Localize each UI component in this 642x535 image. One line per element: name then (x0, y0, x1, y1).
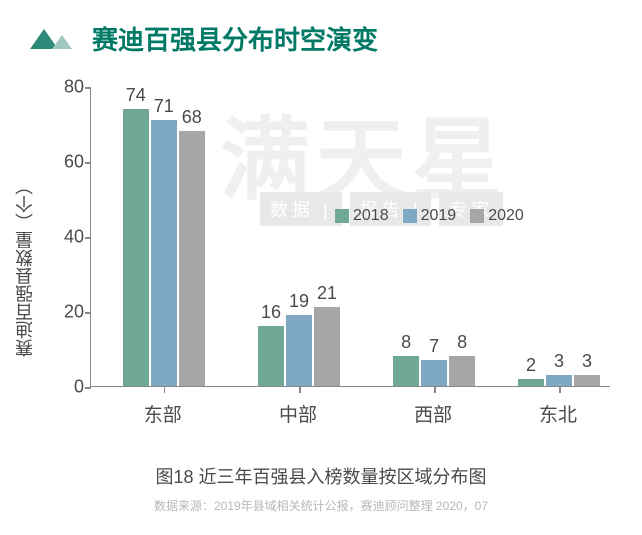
data-source: 数据来源：2019年县域相关统计公报，赛迪顾问整理 2020，07 (0, 497, 642, 514)
legend: 2018 2019 2020 (335, 207, 524, 225)
chart-caption: 图18 近三年百强县入榜数量按区域分布图 (0, 463, 642, 489)
x-category-label: 东部 (144, 400, 182, 427)
y-tick-mark (85, 312, 91, 314)
legend-swatch (470, 209, 484, 223)
bar: 8 (393, 356, 419, 386)
y-tick-label: 20 (64, 302, 84, 323)
y-tick-mark (85, 237, 91, 239)
y-tick-mark (85, 387, 91, 389)
y-tick-label: 60 (64, 152, 84, 173)
legend-item: 2019 (403, 207, 457, 225)
x-category-label: 中部 (279, 400, 317, 427)
x-category-label: 西部 (414, 400, 452, 427)
bar-value-label: 7 (429, 336, 439, 357)
bar-group: 878 (393, 356, 475, 386)
bar: 19 (286, 315, 312, 386)
title-row: 赛迪百强县分布时空演变 (0, 0, 642, 67)
y-tick-label: 80 (64, 77, 84, 98)
bar-value-label: 71 (154, 96, 174, 117)
triangle-light-icon (52, 35, 72, 49)
bar: 8 (449, 356, 475, 386)
bar-value-label: 3 (582, 351, 592, 372)
bar: 2 (518, 379, 544, 387)
bar-group: 161921 (258, 307, 340, 386)
y-tick-label: 0 (74, 377, 84, 398)
bar: 74 (123, 109, 149, 387)
x-category-label: 东北 (539, 400, 577, 427)
y-tick-mark (85, 162, 91, 164)
y-tick-mark (85, 87, 91, 89)
bar-value-label: 3 (554, 351, 564, 372)
legend-label: 2018 (353, 207, 389, 225)
bar: 21 (314, 307, 340, 386)
y-tick-label: 40 (64, 227, 84, 248)
bar: 71 (151, 120, 177, 386)
bar: 16 (258, 326, 284, 386)
bar-value-label: 21 (317, 283, 337, 304)
legend-swatch (403, 209, 417, 223)
bar-group: 747168 (123, 109, 205, 387)
bar: 7 (421, 360, 447, 386)
bar-value-label: 74 (126, 85, 146, 106)
legend-label: 2019 (421, 207, 457, 225)
bar-value-label: 68 (182, 107, 202, 128)
bar-value-label: 8 (401, 332, 411, 353)
bar-group: 233 (518, 375, 600, 386)
bar-value-label: 16 (261, 302, 281, 323)
bar: 3 (546, 375, 572, 386)
bar-value-label: 2 (526, 355, 536, 376)
bar: 3 (574, 375, 600, 386)
page-title: 赛迪百强县分布时空演变 (92, 20, 378, 57)
plot-area: 747168161921878233 (90, 87, 610, 387)
chart-container: 满天星 数据 |报告 |专家 赛迪百强县数量（个） 020406080 7471… (20, 77, 620, 457)
legend-item: 2018 (335, 207, 389, 225)
legend-item: 2020 (470, 207, 524, 225)
legend-label: 2020 (488, 207, 524, 225)
bar-value-label: 8 (457, 332, 467, 353)
bar-value-label: 19 (289, 291, 309, 312)
bar: 68 (179, 131, 205, 386)
x-labels: 东部中部西部东北 (90, 392, 610, 422)
y-axis-label: 赛迪百强县数量（个） (12, 177, 38, 357)
legend-swatch (335, 209, 349, 223)
